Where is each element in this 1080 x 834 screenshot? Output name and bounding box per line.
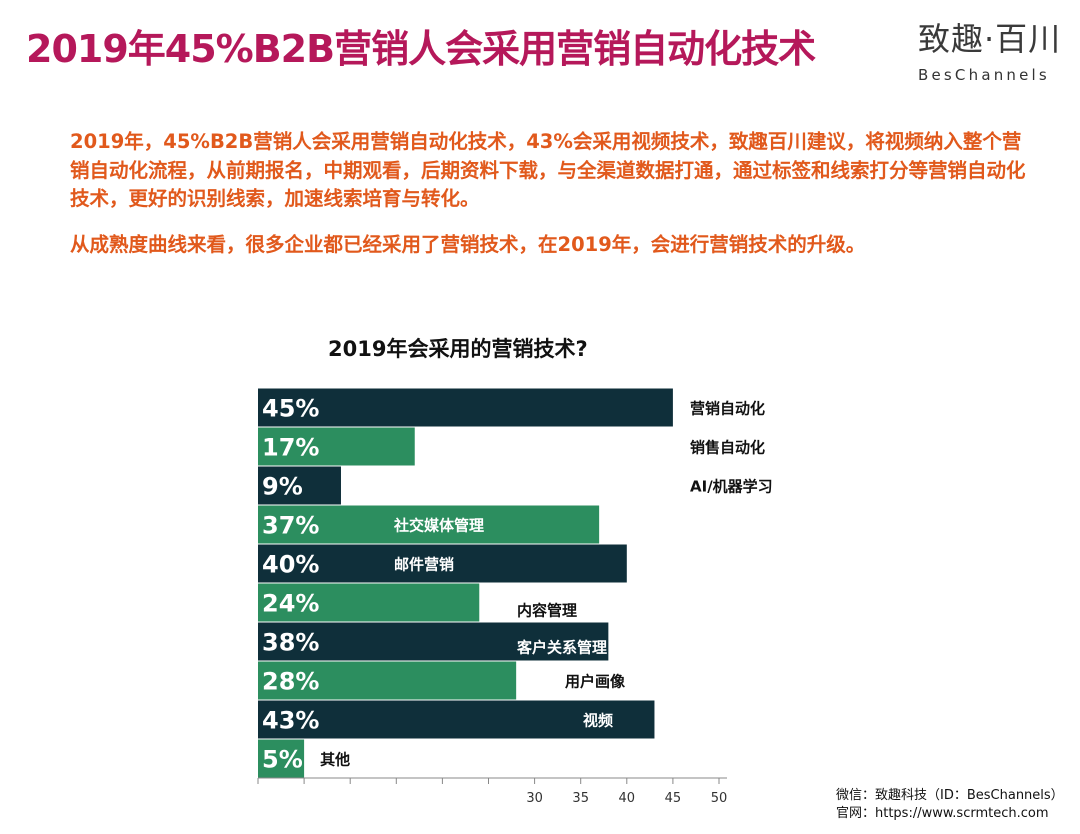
- beschannels-logo: 致趣·百川 BesChannels: [918, 14, 1076, 84]
- category-label: 营销自动化: [690, 400, 765, 418]
- category-label: 邮件营销: [394, 556, 454, 574]
- bar-value-label: 43%: [262, 707, 319, 735]
- category-label: 内容管理: [517, 602, 577, 620]
- bar: [258, 505, 600, 544]
- bar: [258, 544, 627, 583]
- x-tick-label: 30: [526, 791, 543, 806]
- x-tick-label: 40: [619, 791, 636, 806]
- footer-website: 官网：https://www.scrmtech.com: [836, 806, 1049, 821]
- bar-value-label: 24%: [262, 590, 319, 618]
- logo-chinese-text: 致趣·百川: [918, 20, 1062, 58]
- bar-value-label: 9%: [262, 473, 303, 501]
- footer-wechat: 微信：致趣科技（ID：BesChannels）: [836, 788, 1064, 803]
- bar-value-label: 37%: [262, 512, 319, 540]
- bar-value-label: 40%: [262, 551, 319, 579]
- category-label: 客户关系管理: [516, 639, 607, 657]
- bar: [258, 739, 305, 778]
- x-tick-label: 35: [572, 791, 589, 806]
- bar-value-label: 38%: [262, 629, 319, 657]
- bar-value-label: 17%: [262, 434, 319, 462]
- bar: [258, 388, 673, 427]
- bar: [258, 622, 609, 661]
- bar-value-label: 5%: [262, 746, 303, 774]
- category-label: 用户画像: [565, 673, 626, 691]
- bar: [258, 661, 517, 700]
- x-tick-label: 45: [665, 791, 682, 806]
- summary-paragraph: 2019年，45%B2B营销人会采用营销自动化技术，43%会采用视频技术，致趣百…: [70, 130, 1026, 210]
- logo-english-text: BesChannels: [918, 66, 1050, 84]
- bar: [258, 427, 415, 466]
- category-label: AI/机器学习: [690, 478, 773, 496]
- category-label: 销售自动化: [690, 439, 765, 457]
- category-label: 其他: [320, 751, 350, 769]
- category-label: 社交媒体管理: [393, 517, 484, 535]
- bar-value-label: 28%: [262, 668, 319, 696]
- x-tick-label: 50: [711, 791, 728, 806]
- bar: [258, 700, 655, 739]
- bar: [258, 583, 480, 622]
- maturity-paragraph: 从成熟度曲线来看，很多企业都已经采用了营销技术，在2019年，会进行营销技术的升…: [70, 233, 866, 256]
- footer-credits: 微信：致趣科技（ID：BesChannels） 官网：https://www.s…: [836, 787, 1064, 823]
- chart-title: 2019年会采用的营销技术?: [328, 337, 588, 361]
- category-label: 视频: [583, 712, 613, 730]
- bar-value-label: 45%: [262, 395, 319, 423]
- bar: [258, 466, 341, 505]
- slide-title: 2019年45%B2B营销人会采用营销自动化技术: [26, 27, 816, 71]
